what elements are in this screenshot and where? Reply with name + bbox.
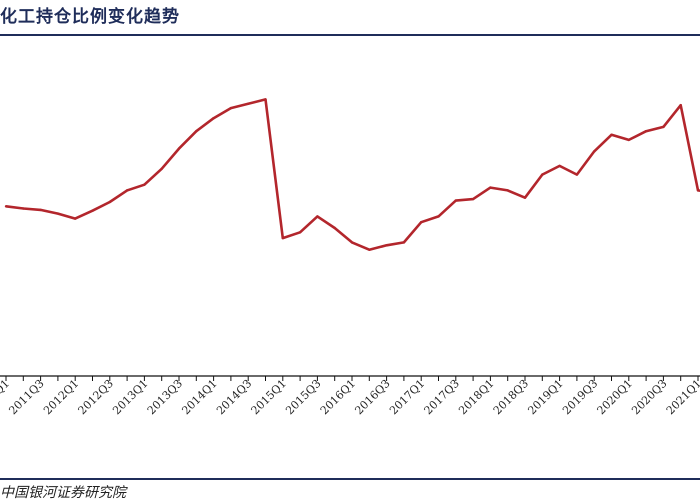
data-point	[39, 208, 42, 212]
x-tick-label: 2018Q1	[456, 377, 496, 417]
data-point	[541, 173, 544, 176]
x-tick-label: 2019Q1	[525, 377, 565, 417]
data-point	[108, 200, 112, 204]
x-tick-label: 2017Q1	[387, 377, 427, 417]
series-layer	[4, 98, 700, 251]
data-point	[593, 150, 596, 153]
data-point	[125, 189, 129, 192]
data-point	[74, 217, 77, 220]
x-tick-label: 2020Q3	[629, 377, 669, 417]
data-point	[454, 199, 457, 202]
data-point	[333, 226, 336, 230]
data-point	[22, 207, 25, 210]
data-point	[212, 117, 215, 120]
x-tick-label: 2021Q1	[664, 377, 700, 417]
data-point	[662, 125, 665, 129]
x-tick-label: 2015Q1	[249, 377, 289, 417]
data-point	[298, 231, 302, 234]
data-point	[385, 244, 388, 247]
data-point	[264, 98, 267, 101]
x-tick-label: 2014Q3	[214, 377, 254, 417]
data-point	[160, 167, 163, 170]
data-point	[316, 215, 319, 218]
data-point	[229, 106, 233, 110]
data-point	[437, 215, 440, 218]
x-tick-label: 2012Q3	[76, 377, 116, 417]
data-point	[420, 221, 423, 224]
data-point	[558, 164, 561, 168]
data-point	[368, 248, 371, 251]
x-tick-label: 2016Q1	[318, 377, 358, 417]
source-note: 中国银河证券研究院	[0, 485, 126, 501]
x-tick-label: 2012Q1	[41, 377, 81, 417]
line-chart: 2011Q12011Q32012Q12012Q32013Q12013Q32014…	[0, 98, 700, 417]
title-rule	[0, 34, 700, 36]
page-title: 化工持仓比例变化趋势	[0, 7, 180, 27]
x-tick-label: 2011Q3	[6, 377, 46, 417]
data-point	[281, 236, 284, 240]
x-tick-label: 2016Q3	[352, 377, 392, 417]
x-tick-label: 2017Q3	[422, 377, 462, 417]
x-tick-label: 2013Q3	[145, 377, 185, 417]
data-point	[679, 104, 682, 107]
x-tick-label: 2020Q1	[595, 377, 635, 417]
data-point	[644, 130, 648, 133]
data-point	[177, 147, 181, 150]
source-rule	[0, 478, 700, 480]
data-point	[56, 212, 60, 215]
data-point	[696, 189, 700, 192]
data-point	[575, 173, 579, 176]
x-tick-label: 2013Q1	[110, 377, 150, 417]
x-tick-label: 2018Q3	[491, 377, 531, 417]
data-point	[4, 205, 8, 208]
data-point	[627, 138, 630, 142]
data-point	[91, 209, 94, 212]
x-tick-label: 2014Q1	[179, 377, 219, 417]
x-tick-label: 2015Q3	[283, 377, 323, 417]
data-point	[195, 130, 198, 133]
data-point	[247, 102, 250, 105]
data-point	[523, 196, 527, 199]
series-line	[5, 98, 700, 251]
data-point	[471, 197, 475, 201]
data-point	[489, 186, 492, 189]
data-point	[506, 189, 509, 192]
x-tick-label: 2019Q3	[560, 377, 600, 417]
x-tick-labels: 2011Q12011Q32012Q12012Q32013Q12013Q32014…	[0, 377, 700, 417]
data-point	[610, 133, 613, 137]
data-point	[402, 241, 406, 244]
data-point	[350, 241, 354, 244]
data-point	[143, 183, 146, 186]
x-axis	[0, 375, 700, 381]
